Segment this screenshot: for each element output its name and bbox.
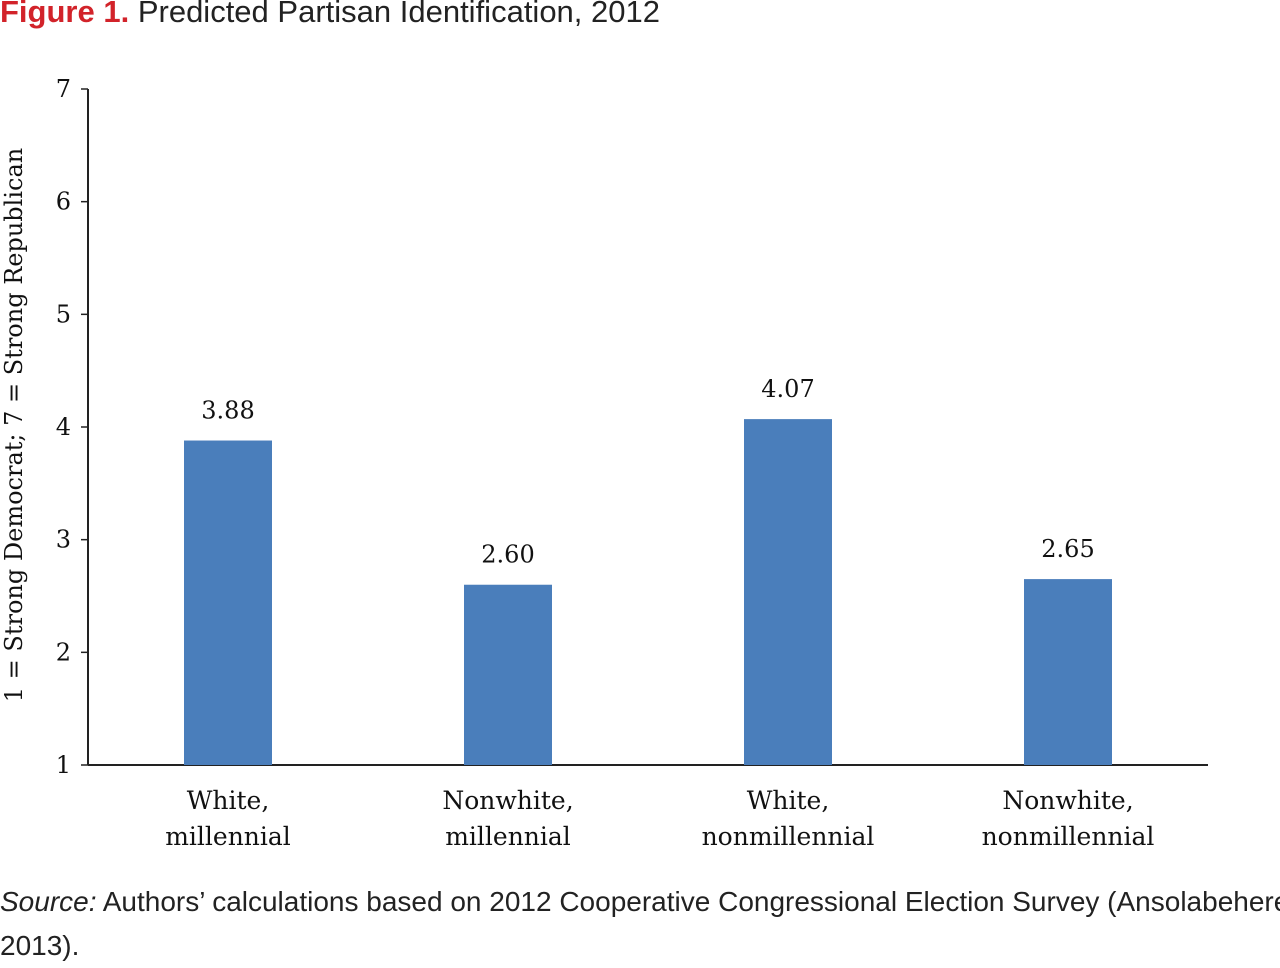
source-label: Source: (0, 886, 97, 917)
bar (184, 440, 272, 765)
y-axis-label: 1 = Strong Democrat; 7 = Strong Republic… (0, 147, 28, 703)
source-note: Source: Authors’ calculations based on 2… (0, 880, 1280, 968)
y-tick-label: 3 (56, 526, 71, 554)
x-tick-label: Nonwhite, nonmillennial (982, 786, 1155, 851)
x-tick-label: Nonwhite, millennial (442, 786, 573, 851)
y-tick-label: 2 (56, 638, 71, 666)
x-tick-label-line: nonmillennial (702, 822, 875, 851)
data-label: 4.07 (761, 375, 814, 403)
figure-title-text: Predicted Partisan Identification, 2012 (137, 0, 660, 29)
data-label: 3.88 (201, 397, 254, 425)
x-tick-label-line: White, (187, 786, 270, 815)
y-tick-label: 1 (56, 751, 71, 779)
bar (744, 419, 832, 765)
y-tick-label: 5 (56, 300, 71, 328)
data-label: 2.60 (481, 541, 534, 569)
figure-label: Figure 1. (0, 0, 130, 29)
bar-chart: 1 2 3 4 5 6 7 3.88 White, millennial 2.60 Nonwhite,… (56, 75, 1208, 851)
y-tick-label: 6 (56, 188, 71, 216)
x-tick-label-line: millennial (165, 822, 291, 851)
data-label: 2.65 (1041, 535, 1094, 563)
x-tick-label-line: millennial (445, 822, 571, 851)
x-tick-label-line: Nonwhite, (1002, 786, 1133, 815)
bar (464, 584, 552, 765)
x-tick-label-line: nonmillennial (982, 822, 1155, 851)
source-text: Authors’ calculations based on 2012 Coop… (0, 886, 1280, 961)
bar (1024, 579, 1112, 765)
x-tick-label: White, millennial (165, 786, 291, 851)
y-tick-label: 7 (56, 75, 71, 103)
x-tick-label-line: White, (747, 786, 830, 815)
y-tick-label: 4 (56, 413, 71, 441)
x-tick-label-line: Nonwhite, (442, 786, 573, 815)
figure-title: Figure 1. Predicted Partisan Identificat… (0, 0, 660, 30)
x-tick-label: White, nonmillennial (702, 786, 875, 851)
